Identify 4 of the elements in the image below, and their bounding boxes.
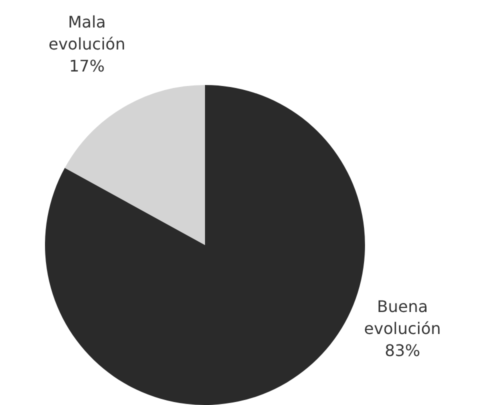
data-label: 17% [69, 56, 105, 76]
slice-label: Buena evolución [364, 297, 441, 338]
slice-label: Mala evolución [48, 12, 126, 54]
data-label: 83% [384, 341, 420, 360]
